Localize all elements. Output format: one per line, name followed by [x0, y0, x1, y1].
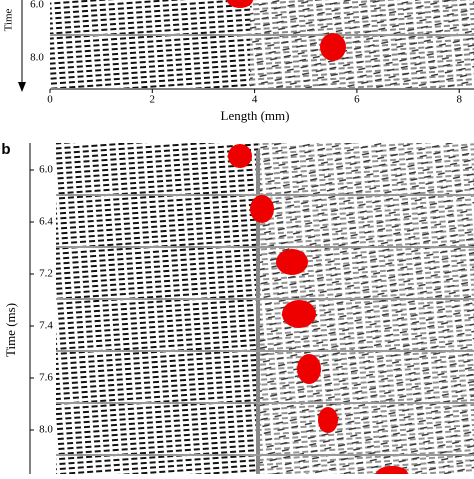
arrow-head [18, 82, 26, 92]
row-label: 7.2 [39, 268, 53, 280]
row-label: 8.0 [30, 52, 44, 64]
row-label: 6.0 [39, 164, 53, 176]
y-label: Time (ms) [3, 303, 18, 357]
droplet [250, 195, 274, 223]
row-label: 6.0 [30, 0, 44, 11]
row-label: 8.0 [39, 424, 53, 436]
droplet [297, 354, 321, 384]
droplet [320, 33, 346, 61]
barrier [256, 150, 260, 474]
y-label: Time [3, 8, 15, 31]
droplet [227, 0, 253, 8]
droplet [276, 249, 308, 275]
x-tick-label: 0 [47, 94, 53, 106]
droplet [282, 300, 316, 328]
panel-b: b Time (ms) [1, 141, 474, 479]
row-label: 6.4 [39, 216, 53, 228]
droplet [228, 144, 252, 168]
x-label: Length (mm) [221, 108, 290, 123]
vector-field [250, 0, 474, 88]
x-tick-label: 4 [252, 94, 258, 106]
droplet [318, 407, 338, 433]
panel-a: Time 0 2 4 6 8 Length (mm) [3, 0, 474, 123]
x-tick-label: 6 [354, 94, 360, 106]
row-label: 7.6 [39, 372, 53, 384]
x-tick-label: 8 [456, 94, 462, 106]
x-tick-label: 2 [150, 94, 156, 106]
row-label: 7.4 [39, 320, 53, 332]
panel-letter: b [1, 141, 10, 158]
